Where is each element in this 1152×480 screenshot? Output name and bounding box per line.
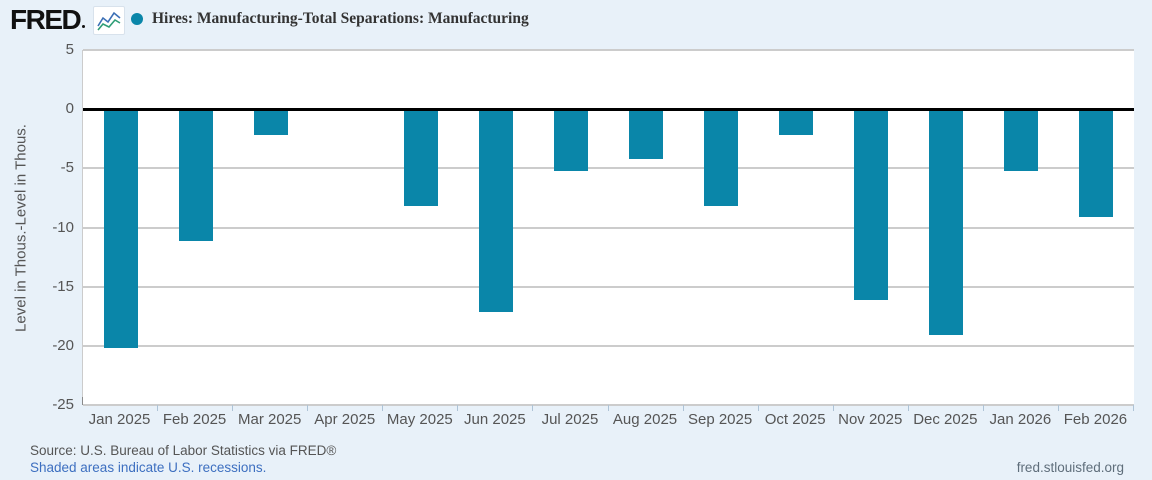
x-axis-tick-label: Feb 2026 <box>1063 411 1128 428</box>
x-axis-tick-mark <box>457 405 459 411</box>
x-axis-tick-label: Sep 2025 <box>687 411 753 428</box>
x-axis-tick-label: May 2025 <box>386 411 453 428</box>
bar-sep-2025[interactable] <box>704 109 739 207</box>
bar-feb-2025[interactable] <box>178 109 213 241</box>
x-axis-tick-label: Aug 2025 <box>612 411 678 428</box>
bar-jul-2025[interactable] <box>553 109 588 171</box>
fred-url-link[interactable]: fred.stlouisfed.org <box>1016 460 1124 475</box>
x-axis-tick-mark <box>157 405 159 411</box>
plot-area[interactable] <box>82 49 1134 406</box>
bar-may-2025[interactable] <box>403 109 438 207</box>
y-axis-tick-label: 5 <box>65 41 74 58</box>
x-axis-tick-mark <box>532 405 534 411</box>
x-axis-tick-label: Mar 2025 <box>237 411 302 428</box>
bar-dec-2025[interactable] <box>929 109 964 336</box>
bar-oct-2025[interactable] <box>779 109 814 136</box>
x-axis-tick-mark <box>307 405 309 411</box>
x-axis-tick-mark <box>907 405 909 411</box>
x-axis-tick-mark <box>1133 405 1134 411</box>
x-axis-tick-mark <box>382 405 384 411</box>
gridline <box>83 49 1134 51</box>
gridline <box>83 285 1134 288</box>
x-axis-tick-mark <box>682 405 684 411</box>
x-axis-tick-mark <box>607 405 609 411</box>
gridline <box>83 167 1134 170</box>
chart-header: FRED Hires: Manufacturing-Total Separati… <box>0 0 1152 40</box>
bar-jan-2025[interactable] <box>103 109 138 349</box>
bar-jun-2025[interactable] <box>478 109 513 312</box>
gridline <box>83 344 1134 347</box>
gridline <box>83 226 1134 229</box>
x-axis-tick-label: Apr 2025 <box>314 411 376 428</box>
x-axis-tick-label: Oct 2025 <box>764 411 826 428</box>
y-axis-tick-label: 0 <box>65 100 74 118</box>
series-legend-dot <box>131 13 143 25</box>
x-axis-tick-mark <box>1057 405 1059 411</box>
series-title: Hires: Manufacturing-Total Separations: … <box>152 10 529 27</box>
bar-aug-2025[interactable] <box>629 109 664 159</box>
x-axis-tick-mark <box>82 397 83 405</box>
x-axis-tick-mark <box>982 405 984 411</box>
gridline <box>83 404 1134 406</box>
x-axis-tick-label: Dec 2025 <box>913 411 978 428</box>
recessions-link[interactable]: Shaded areas indicate U.S. recessions. <box>30 460 267 475</box>
y-axis-tick-label: -10 <box>52 218 74 236</box>
zero-line <box>83 107 1134 111</box>
y-axis-tick-label: -15 <box>52 277 74 295</box>
source-text: Source: U.S. Bureau of Labor Statistics … <box>30 443 337 458</box>
fred-logo-text: FRED <box>10 4 82 35</box>
x-axis-tick-label: Jun 2025 <box>464 411 526 428</box>
x-axis-tick-mark <box>757 405 759 411</box>
line-chart-icon <box>93 6 125 35</box>
y-axis-tick-label: -20 <box>52 336 74 354</box>
bar-mar-2025[interactable] <box>253 109 288 136</box>
fred-logo[interactable]: FRED <box>10 4 86 36</box>
x-axis-tick-label: Jan 2026 <box>989 411 1052 428</box>
x-axis-tick-label: Feb 2025 <box>162 411 227 428</box>
x-axis-tick-label: Jan 2025 <box>88 411 151 428</box>
registered-mark-dot <box>82 25 86 28</box>
x-axis-tick-mark <box>832 405 834 411</box>
y-axis-tick-label: -25 <box>52 396 74 413</box>
y-axis-tick-label: -5 <box>60 159 74 177</box>
bar-jan-2026[interactable] <box>1004 109 1039 171</box>
x-axis-tick-label: Nov 2025 <box>838 411 903 428</box>
bar-feb-2026[interactable] <box>1079 109 1114 217</box>
x-axis-tick-mark <box>232 405 234 411</box>
x-axis-tick-label: Jul 2025 <box>541 411 599 428</box>
bar-nov-2025[interactable] <box>854 109 889 300</box>
